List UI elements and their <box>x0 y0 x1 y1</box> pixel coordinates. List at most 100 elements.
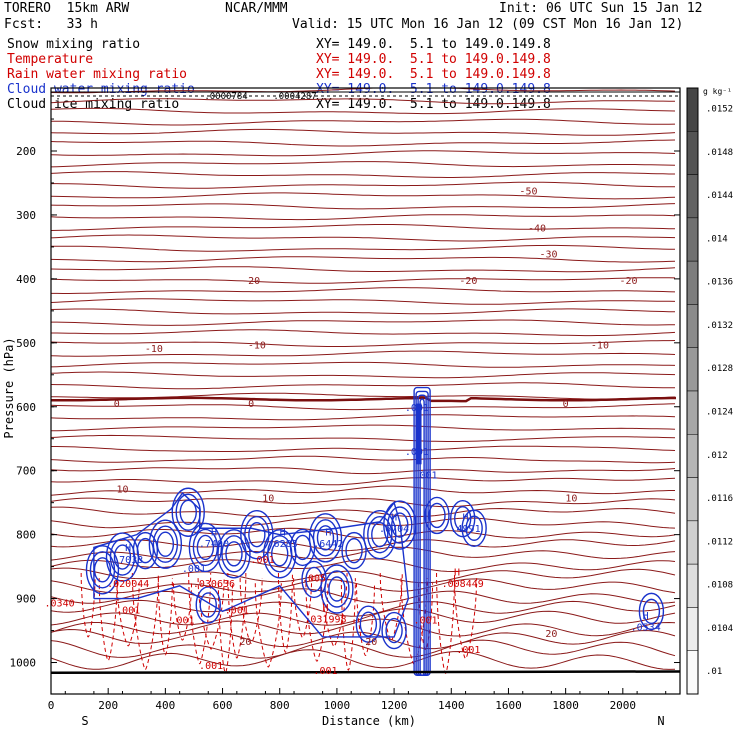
isotherm-line <box>51 403 676 411</box>
isotherm-line <box>51 266 676 273</box>
y-tick-label: 200 <box>16 145 36 158</box>
isotherm-line <box>51 539 676 552</box>
isotherm-line <box>51 608 676 626</box>
colorbar-tick-label: .0152 <box>706 104 733 114</box>
isotherm-line <box>51 371 676 379</box>
cloud-water-contour <box>85 545 120 595</box>
isotherm-line <box>51 588 676 604</box>
cloud-water-contour <box>367 515 393 554</box>
rain-water-label: .0340 <box>45 598 75 609</box>
rain-contour <box>217 583 233 674</box>
cloud-water-contour <box>93 557 112 583</box>
cloud-water-contour <box>385 617 403 644</box>
cloud-water-contour <box>428 502 446 529</box>
isotherm-line <box>51 578 676 594</box>
isotherm-line <box>51 361 676 368</box>
cloud-water-contour <box>316 525 335 551</box>
isotherm-line <box>51 214 676 221</box>
colorbar-frame <box>686 87 699 695</box>
y-tick-label: 300 <box>16 209 36 222</box>
colorbar-tick-label: .0104 <box>706 624 733 634</box>
contour-group <box>51 88 680 677</box>
isotherm-line <box>51 340 676 347</box>
convective-tower-contour <box>419 398 425 677</box>
isotherm-label: 0 <box>248 399 254 410</box>
cloud-water-contour <box>391 512 409 538</box>
isotherm-line <box>51 234 676 242</box>
colorbar-segment <box>686 563 699 608</box>
colorbar-tick-label: .014 <box>706 234 728 244</box>
cloud-water-contour <box>188 522 223 573</box>
rain-water-label: .001 <box>313 666 337 677</box>
isotherm-label: -40 <box>528 224 546 235</box>
colorbar-segment <box>686 260 699 305</box>
isotherm-line <box>51 256 676 263</box>
cloud-water-contour <box>199 592 217 618</box>
rain-contour <box>379 573 403 642</box>
cloud-water-label: H <box>325 527 331 538</box>
cloud-water-contour <box>113 544 132 570</box>
colorbar-segment <box>686 131 699 175</box>
isotherm-label: 0 <box>563 399 569 410</box>
isotherm-line <box>51 98 676 105</box>
cloud-water-label: .6442 <box>313 539 343 550</box>
x-tick-label: 1200 <box>381 699 408 712</box>
rain-water-label: .001 <box>116 605 140 616</box>
rain-contour <box>131 573 159 671</box>
rain-contour <box>254 583 282 668</box>
cloud-water-label: H <box>643 611 649 622</box>
isotherm-line <box>51 414 676 421</box>
colorbar-segment <box>686 434 699 478</box>
isotherm-line <box>51 649 676 670</box>
isotherm-label: -20 <box>242 276 260 287</box>
rain-contour <box>340 578 356 671</box>
isotherm-label: -10 <box>591 341 609 352</box>
field-name-cloud-water: Cloud water mixing ratio <box>7 82 195 97</box>
isotherm-line <box>51 424 676 432</box>
cloud-water-contour <box>171 487 205 537</box>
cloud-water-contour <box>345 537 363 564</box>
field-xy-temperature: XY= 149.0. 5.1 to 149.0.149.8 <box>316 52 551 67</box>
isotherm-line <box>51 277 676 284</box>
rain-water-label: .020044 <box>107 579 149 590</box>
rain-water-label: .030636 <box>193 579 235 590</box>
isotherm-line <box>51 192 676 200</box>
colorbar-segment <box>686 174 699 219</box>
rain-contour <box>227 573 247 659</box>
x-tick-label: 800 <box>270 699 290 712</box>
cloud-water-label: .001 <box>405 447 429 458</box>
axis-end-south: S <box>81 714 88 728</box>
cloud-water-contour <box>341 531 367 570</box>
cloud-water-contour <box>156 531 175 557</box>
isotherm-line <box>51 224 676 231</box>
isotherm-line <box>51 244 676 252</box>
field-name-temperature: Temperature <box>7 52 94 67</box>
isotherm-line <box>51 203 676 210</box>
cloud-water-label: H <box>280 527 286 538</box>
isotherm-line <box>51 171 675 178</box>
rain-contour <box>277 573 293 653</box>
convective-core <box>415 403 422 465</box>
colorbar-tick-label: .0108 <box>706 581 733 591</box>
cloud-water-contour <box>148 519 183 569</box>
cloud-water-contour <box>371 521 389 548</box>
rain-water-label: .031998 <box>304 614 346 625</box>
terrain-line <box>50 670 681 675</box>
isotherm-line <box>51 308 676 315</box>
y-axis-title: Pressure (hPa) <box>2 337 16 438</box>
snow-top-label: .0004287 <box>273 92 316 102</box>
cloud-water-contour <box>195 586 221 624</box>
isotherm-line <box>51 455 676 464</box>
isotherm-line <box>51 445 676 452</box>
cloud-water-label: H <box>125 543 131 554</box>
cloud-water-contour <box>359 611 378 637</box>
rain-contour <box>157 578 173 656</box>
cloud-water-contour <box>248 521 266 548</box>
rain-water-label: .001 <box>199 661 223 672</box>
cloud-water-label: .001 <box>405 403 429 414</box>
cloud-water-contour <box>271 541 289 567</box>
cloud-water-contour <box>196 534 215 561</box>
isotherm-line <box>51 497 676 508</box>
cloud-water-contour <box>152 525 179 563</box>
x-tick-label: 1600 <box>495 699 522 712</box>
